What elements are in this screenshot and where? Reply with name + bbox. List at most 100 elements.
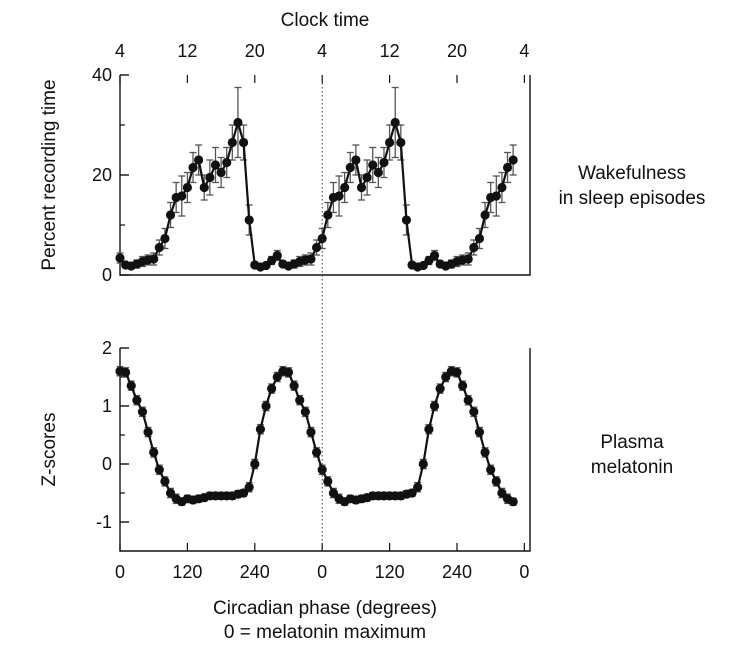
mel-side-label: Plasma	[600, 432, 664, 453]
mel-ytick-label: 2	[102, 338, 112, 358]
wake-data-point	[368, 160, 378, 170]
wake-data-point	[340, 182, 350, 193]
wake-data-point	[345, 162, 355, 173]
mel-data-point	[323, 476, 333, 486]
mel-data-point	[165, 488, 176, 498]
mel-data-point	[289, 381, 299, 391]
mel-data-point	[283, 367, 294, 377]
wake-data-point	[227, 137, 237, 148]
wake-data-point	[362, 172, 372, 183]
wake-data-point	[379, 157, 389, 168]
wake-data-point	[182, 182, 192, 193]
mel-ytick-label: -1	[96, 512, 112, 532]
wake-ylabel: Percent recording time	[39, 79, 60, 270]
mel-data-point	[126, 381, 136, 391]
mel-data-point	[306, 427, 316, 437]
mel-data-point	[474, 427, 485, 437]
wake-side-label: Wakefulness	[578, 163, 686, 184]
mel-ytick-label: 0	[102, 454, 112, 474]
wake-data-point	[244, 215, 254, 225]
wake-data-point	[469, 242, 479, 253]
wake-data-point	[222, 157, 232, 168]
wake-data-point	[115, 253, 125, 263]
clock-tick-label: 4	[317, 41, 327, 61]
mel-data-point	[413, 482, 423, 492]
wake-data-point	[160, 233, 170, 244]
mel-data-point	[311, 447, 322, 457]
phase-tick-label: 240	[442, 562, 472, 582]
mel-data-point	[441, 372, 451, 382]
clock-tick-label: 4	[519, 41, 529, 61]
wake-data-point	[356, 182, 367, 193]
wake-ytick-label: 0	[102, 265, 112, 285]
phase-tick-label: 0	[317, 562, 327, 582]
mel-data-point	[463, 395, 473, 405]
wake-data-point	[396, 137, 406, 148]
mel-data-point	[429, 401, 440, 411]
wake-data-point	[154, 242, 164, 253]
mel-data-point	[255, 424, 266, 434]
wake-data-point	[463, 254, 473, 264]
mel-frame	[119, 348, 531, 552]
wake-data-point	[390, 117, 400, 128]
wake-data-point	[311, 242, 322, 253]
clock-tick-label: 20	[447, 41, 467, 61]
wake-data-point	[306, 254, 316, 264]
wake-data-point	[508, 155, 518, 165]
wake-data-point	[401, 215, 412, 225]
mel-data-point	[154, 465, 164, 475]
wake-data-point	[216, 167, 226, 178]
mel-data-point	[261, 401, 271, 411]
mel-data-point	[250, 459, 260, 469]
wake-data-point	[238, 137, 249, 148]
phase-tick-label: 0	[519, 562, 529, 582]
wake-side-label: in sleep episodes	[559, 188, 706, 209]
mel-data-point	[497, 488, 507, 498]
mel-series-line	[119, 369, 514, 503]
wake-data-point	[177, 191, 187, 201]
mel-data-point	[244, 482, 254, 492]
mel-data-point	[418, 459, 428, 469]
mel-data-point	[238, 488, 249, 498]
wake-data-point	[334, 191, 344, 201]
phase-tick-label: 120	[172, 562, 202, 582]
clock-tick-label: 4	[115, 41, 125, 61]
mel-data-point	[272, 372, 282, 382]
wake-data-point	[384, 137, 395, 148]
wake-data-point	[233, 117, 243, 128]
wake-data-point	[165, 210, 176, 220]
wake-data-point	[199, 182, 209, 193]
wake-data-point	[351, 155, 361, 165]
wake-data-point	[497, 182, 507, 193]
mel-data-point	[486, 465, 496, 475]
clock-tick-label: 20	[245, 41, 265, 61]
mel-data-point	[160, 476, 170, 486]
mel-data-point	[317, 465, 327, 475]
mel-data-point	[121, 367, 131, 377]
clock-time-title: Clock time	[281, 10, 370, 31]
wake-data-point	[205, 172, 215, 183]
mel-data-point	[300, 407, 310, 417]
mel-ylabel: Z-scores	[39, 413, 60, 487]
wake-data-point	[194, 155, 204, 165]
mel-data-point	[508, 497, 518, 507]
mel-data-point	[149, 447, 159, 457]
wake-data-point	[429, 250, 440, 261]
wake-ytick-label: 20	[92, 165, 112, 185]
wake-data-point	[149, 254, 159, 264]
phase-axis-title: Circadian phase (degrees)	[213, 598, 437, 619]
wake-data-point	[373, 167, 383, 178]
phase-tick-label: 120	[375, 562, 405, 582]
mel-data-point	[480, 447, 490, 457]
wake-data-point	[188, 162, 198, 173]
clock-tick-label: 12	[380, 41, 400, 61]
phase-tick-label: 0	[115, 562, 125, 582]
mel-side-label: melatonin	[591, 457, 673, 478]
wake-ytick-label: 40	[92, 65, 112, 85]
mel-data-point	[267, 384, 277, 394]
mel-data-point	[435, 384, 445, 394]
wake-data-point	[474, 233, 485, 244]
mel-data-point	[452, 367, 462, 377]
mel-ytick-label: 1	[102, 396, 112, 416]
